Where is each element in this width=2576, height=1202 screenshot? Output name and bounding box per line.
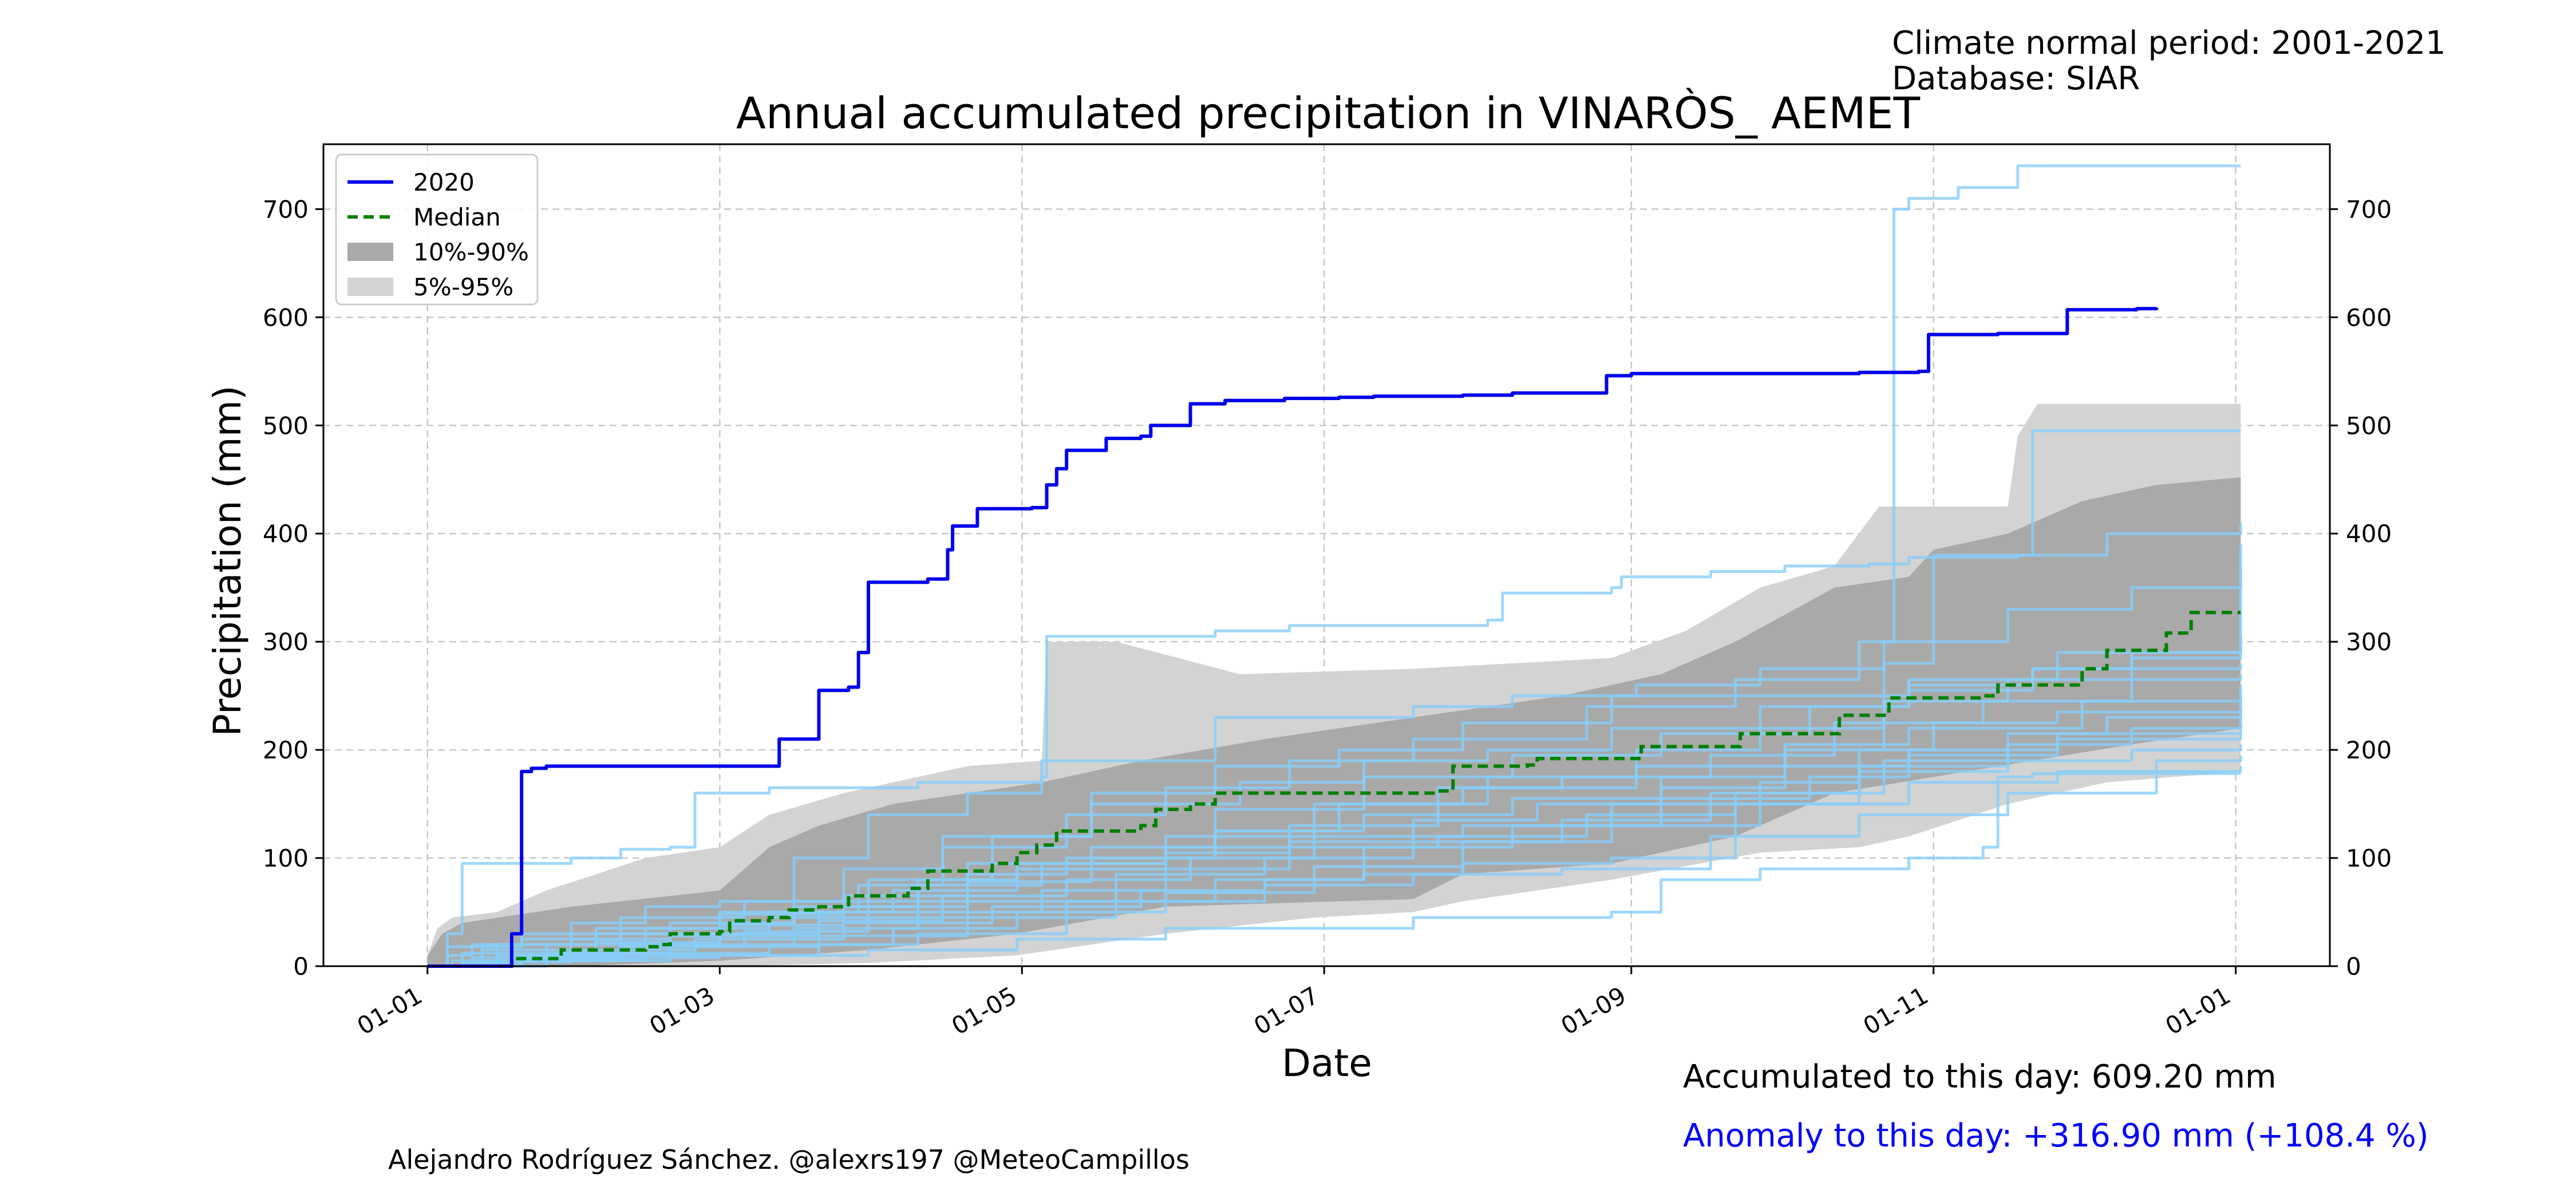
y-tick-label-right: 100 (2346, 844, 2392, 872)
y-tick-label-right: 300 (2346, 628, 2392, 656)
legend-swatch-band (347, 243, 393, 261)
legend-swatch-band (347, 278, 393, 296)
legend-label: 5%-95% (413, 273, 513, 301)
anomaly-text: Anomaly to this day: +316.90 mm (+108.4 … (1683, 1117, 2429, 1154)
past-year-line (427, 685, 2242, 968)
y-tick-label-left: 400 (263, 520, 309, 548)
past-year-line (427, 766, 2242, 968)
band-10-90 (427, 477, 2241, 966)
legend-label: Median (413, 203, 501, 231)
x-axis-label: Date (1282, 1041, 1372, 1085)
y-tick-label-right: 500 (2346, 412, 2392, 440)
plot-frame (322, 143, 2331, 967)
current-year-line (427, 307, 2159, 968)
y-tick-label-left: 600 (263, 303, 309, 331)
legend-label: 2020 (413, 168, 475, 196)
y-tick-label-left: 500 (263, 412, 309, 440)
past-year-line (427, 523, 2242, 968)
past-year-line (427, 647, 2242, 968)
y-tick-label-left: 0 (293, 952, 309, 980)
credit-text: Alejandro Rodríguez Sánchez. @alexrs197 … (388, 1144, 1190, 1175)
y-tick-label-right: 0 (2346, 952, 2361, 980)
median-line (427, 611, 2241, 968)
past-years-lines (427, 164, 2242, 968)
y-tick-label-right: 700 (2346, 195, 2392, 223)
percentile-bands (427, 404, 2241, 966)
database-text: Database: SIAR (1892, 60, 2140, 97)
y-tick-label-right: 400 (2346, 520, 2392, 548)
y-tick-label-right: 600 (2346, 303, 2392, 331)
chart-title: Annual accumulated precipitation in VINA… (736, 87, 1921, 139)
past-year-line (427, 429, 2241, 968)
y-tick-label-left: 200 (263, 736, 309, 764)
legend-box (335, 153, 539, 306)
current-year-line-group (427, 307, 2159, 968)
legend: 2020 Median 10%-90% 5%-95% (335, 153, 539, 306)
past-year-line (427, 772, 2241, 968)
y-tick-label-left: 700 (263, 195, 309, 223)
legend-label: 10%-90% (413, 238, 529, 266)
y-axis-label: Precipitation (mm) (206, 385, 250, 737)
accumulated-text: Accumulated to this day: 609.20 mm (1683, 1058, 2277, 1096)
y-tick-label-left: 100 (263, 844, 309, 872)
y-tick-label-left: 300 (263, 628, 309, 656)
median-line-group (427, 611, 2241, 968)
past-year-line (427, 755, 2242, 968)
y-tick-label-right: 200 (2346, 736, 2392, 764)
normal-period-text: Climate normal period: 2001-2021 (1892, 25, 2446, 62)
